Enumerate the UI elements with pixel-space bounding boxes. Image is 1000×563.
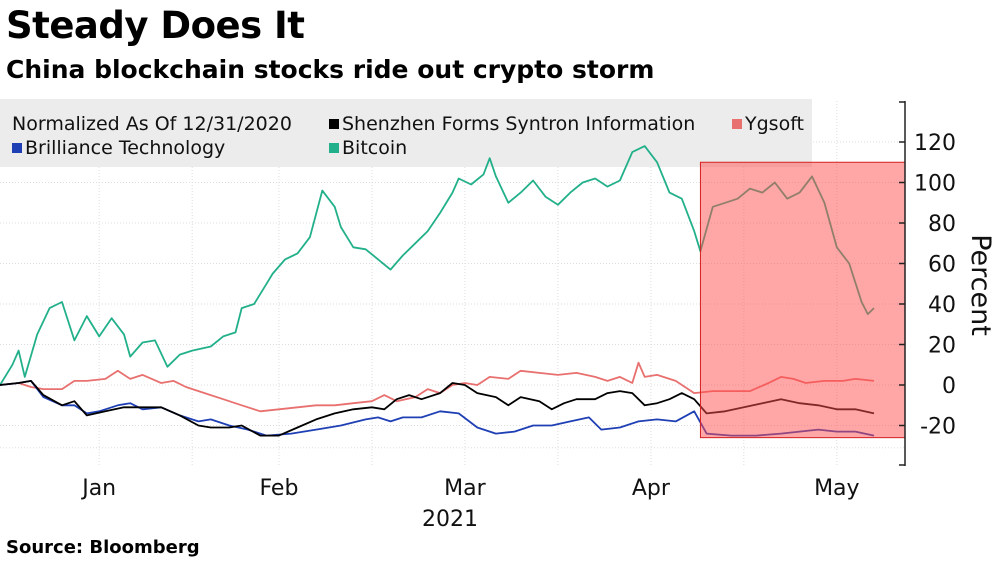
x-axis-year-label: 2021 bbox=[422, 507, 478, 532]
x-tick-label: Jan bbox=[80, 476, 116, 501]
y-tick-label: 100 bbox=[914, 172, 956, 197]
y-tick-label: 40 bbox=[928, 293, 956, 318]
y-tick-label: 80 bbox=[928, 212, 956, 237]
legend-label-brilliance: Brilliance Technology bbox=[25, 137, 225, 159]
y-axis-title: Percent bbox=[965, 234, 996, 336]
legend-swatch-ygsoft bbox=[732, 119, 742, 129]
legend-label-bitcoin: Bitcoin bbox=[342, 137, 407, 159]
y-axis-ticks: -20 0 20 40 60 80 100 120 bbox=[899, 101, 956, 466]
x-tick-label: Mar bbox=[444, 476, 486, 501]
x-tick-label: Apr bbox=[632, 476, 671, 501]
x-tick-label: Feb bbox=[259, 476, 298, 501]
legend-note: Normalized As Of 12/31/2020 bbox=[12, 113, 292, 135]
legend-swatch-brilliance bbox=[12, 143, 22, 153]
y-tick-label: 60 bbox=[928, 253, 956, 278]
source-note: Source: Bloomberg bbox=[6, 537, 200, 558]
y-tick-label: 120 bbox=[914, 131, 956, 156]
legend-swatch-shenzhen bbox=[329, 119, 339, 129]
highlight-box bbox=[699, 161, 906, 439]
legend-label-shenzhen: Shenzhen Forms Syntron Information bbox=[342, 113, 695, 135]
legend-label-ygsoft: Ygsoft bbox=[744, 113, 804, 135]
legend-swatch-bitcoin bbox=[329, 143, 339, 153]
y-tick-label: -20 bbox=[920, 415, 956, 440]
legend: Normalized As Of 12/31/2020 Shenzhen For… bbox=[12, 113, 804, 159]
x-axis-ticks: Jan Feb Mar Apr May bbox=[80, 476, 859, 501]
x-tick-label: May bbox=[814, 476, 859, 501]
y-tick-label: 20 bbox=[928, 334, 956, 359]
page-title: Steady Does It bbox=[6, 4, 305, 47]
page-subtitle: China blockchain stocks ride out crypto … bbox=[6, 55, 655, 84]
legend-background bbox=[0, 99, 812, 167]
y-tick-label: 0 bbox=[942, 374, 956, 399]
